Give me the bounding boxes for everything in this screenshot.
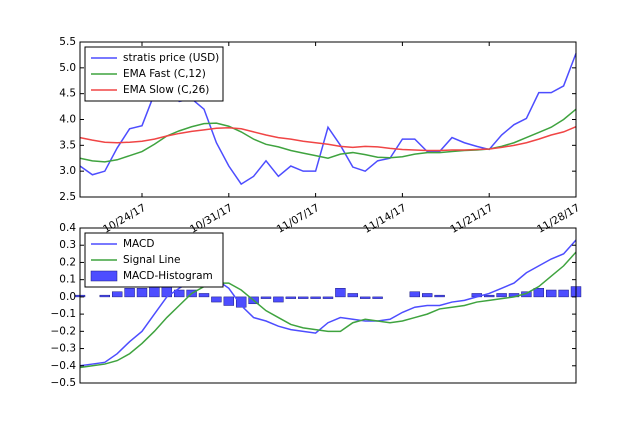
series-line	[79, 239, 577, 367]
legend-swatch	[90, 270, 118, 282]
histogram-bar	[483, 294, 495, 298]
histogram-bar	[99, 294, 111, 298]
histogram-bar	[359, 296, 371, 299]
histogram-bar	[372, 296, 383, 299]
y-tick-label: −0.3	[51, 343, 77, 355]
y-tick-label: 4.0	[59, 114, 76, 126]
x-tick-label: 11/28/17	[535, 202, 582, 236]
legend-label: EMA Slow (C,26)	[123, 84, 209, 96]
histogram-bar	[409, 291, 421, 298]
histogram-bar	[434, 294, 445, 298]
y-tick-label: 0.4	[59, 222, 76, 234]
y-tick-label: 3.5	[59, 139, 76, 151]
histogram-bar	[235, 296, 247, 308]
x-tick-label: 11/14/17	[362, 202, 409, 236]
histogram-bar	[111, 291, 123, 298]
histogram-bar	[558, 289, 569, 298]
y-tick-label: 5.5	[59, 36, 76, 48]
histogram-bar	[310, 296, 321, 299]
series-line	[79, 126, 577, 152]
legend-label: Signal Line	[123, 254, 180, 266]
y-tick-label: 5.0	[59, 62, 76, 74]
y-tick-label: 0.3	[59, 239, 76, 251]
histogram-bar	[273, 296, 284, 303]
axes-frame	[79, 227, 577, 384]
histogram-bar	[347, 293, 359, 298]
histogram-bar	[198, 293, 210, 298]
histogram-bar	[322, 296, 334, 299]
histogram-bar	[124, 288, 135, 298]
y-tick-label: −0.5	[51, 377, 77, 389]
x-tick-label: 10/31/17	[188, 202, 235, 236]
histogram-bar	[136, 288, 148, 298]
series-line	[79, 251, 577, 369]
y-tick-label: −0.1	[51, 308, 77, 320]
legend-label: MACD	[123, 238, 154, 250]
y-tick-label: −0.4	[51, 360, 77, 372]
histogram-bar	[260, 296, 272, 299]
histogram-bar	[223, 296, 235, 306]
y-tick-label: 0.0	[59, 291, 76, 303]
y-tick-label: −0.2	[51, 325, 77, 337]
y-tick-label: 4.5	[59, 88, 76, 100]
histogram-bar	[173, 289, 185, 298]
legend-label: stratis price (USD)	[123, 52, 219, 64]
histogram-bar	[297, 296, 309, 299]
x-tick-label: 11/07/17	[275, 202, 322, 236]
histogram-bar	[335, 288, 346, 298]
histogram-bar	[211, 296, 222, 303]
histogram-bar	[421, 293, 433, 298]
legend-label: MACD-Histogram	[123, 270, 213, 282]
y-tick-label: 2.5	[59, 191, 76, 203]
histogram-bar	[285, 296, 297, 299]
x-tick-label: 10/24/17	[101, 202, 148, 236]
y-tick-label: 0.1	[59, 274, 76, 286]
histogram-bar	[545, 289, 557, 298]
histogram-bar	[533, 288, 545, 298]
x-tick-label: 11/21/17	[448, 202, 495, 236]
histogram-bar	[496, 293, 507, 298]
y-tick-label: 0.2	[59, 256, 76, 268]
legend-label: EMA Fast (C,12)	[123, 68, 206, 80]
y-tick-label: 3.0	[59, 165, 76, 177]
